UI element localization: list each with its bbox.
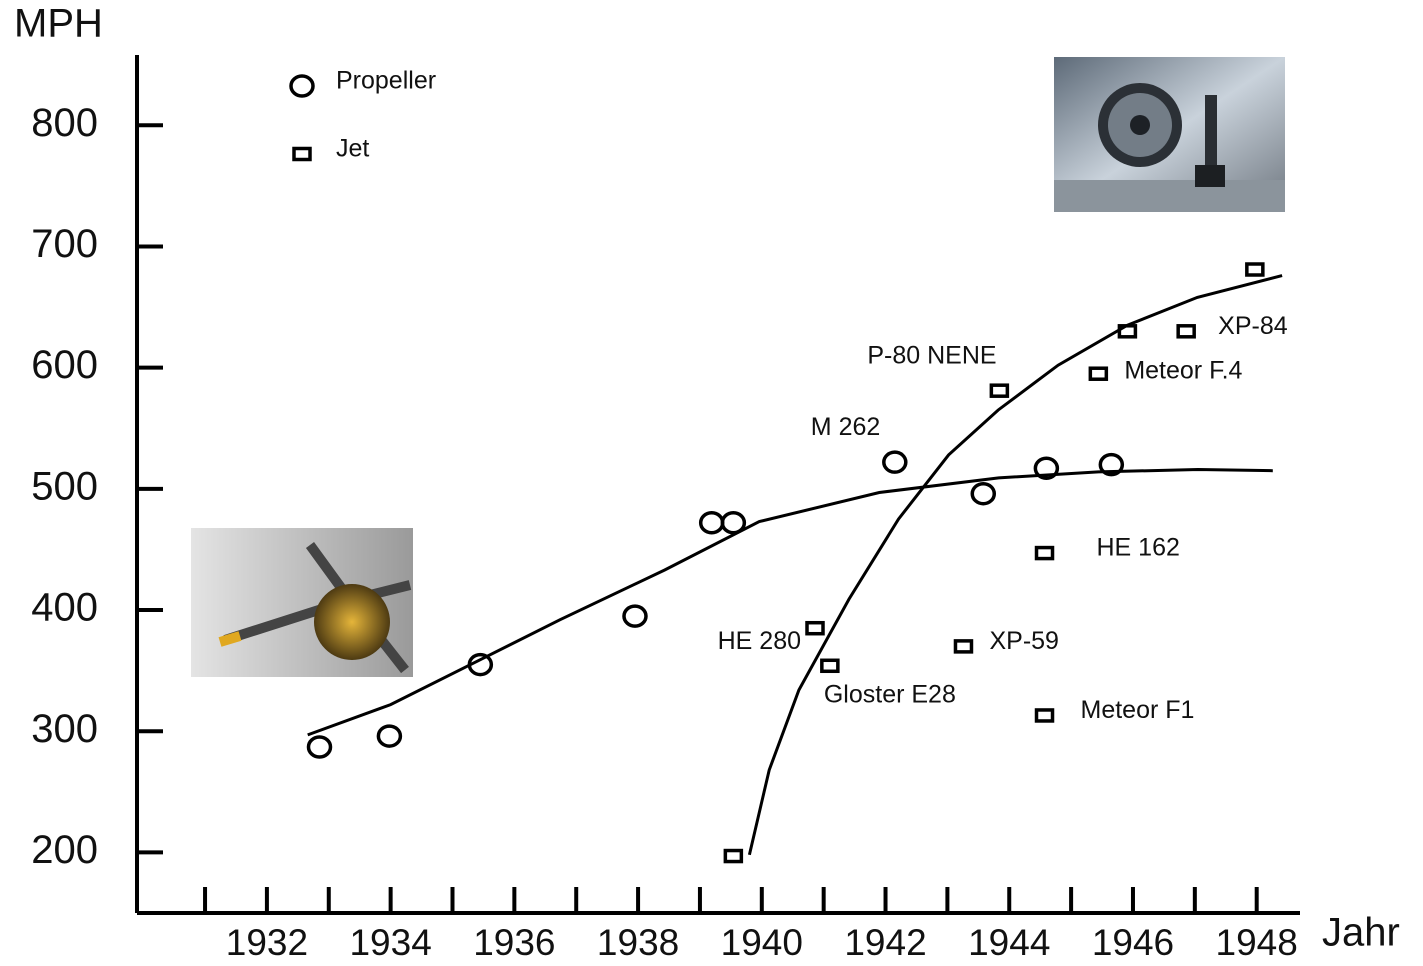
x-axis-title: Jahr	[1322, 911, 1400, 955]
jet-photo	[1054, 57, 1285, 212]
point-label: M 262	[811, 413, 880, 441]
propeller-marker	[308, 737, 330, 757]
legend-label: Propeller	[336, 67, 436, 95]
propeller-marker	[972, 484, 994, 504]
x-tick-label: 1938	[597, 922, 679, 963]
x-tick-label: 1936	[473, 922, 555, 963]
jet-marker	[1119, 326, 1135, 337]
y-tick-label: 300	[31, 707, 98, 751]
y-tick-label: 700	[31, 222, 98, 266]
y-tick-label: 500	[31, 464, 98, 508]
legend-marker	[294, 149, 310, 160]
jet-marker	[991, 385, 1007, 396]
x-tick-label: 1934	[349, 922, 431, 963]
legend-label: Jet	[336, 135, 369, 163]
jet-marker	[807, 623, 823, 634]
propeller-marker	[701, 513, 723, 533]
jet-marker	[1247, 264, 1263, 275]
point-label: P-80 NENE	[867, 341, 996, 369]
propeller-photo	[191, 528, 413, 677]
jet-marker	[1037, 710, 1053, 721]
point-label: HE 162	[1097, 534, 1180, 562]
y-tick-label: 400	[31, 586, 98, 630]
y-axis-title: MPH	[14, 2, 103, 46]
x-tick-label: 1942	[844, 922, 926, 963]
jet-marker	[1090, 368, 1106, 379]
legend-marker	[291, 76, 313, 96]
jet-marker	[1178, 326, 1194, 337]
point-label: Meteor F1	[1081, 696, 1195, 724]
propeller-marker	[378, 726, 400, 746]
propeller-marker	[722, 513, 744, 533]
y-tick-label: 200	[31, 828, 98, 872]
x-tick-label: 1946	[1092, 922, 1174, 963]
point-label: HE 280	[718, 627, 801, 655]
jet-marker	[955, 641, 971, 652]
y-tick-label: 600	[31, 343, 98, 387]
propeller-marker	[884, 452, 906, 472]
point-label: Gloster E28	[824, 680, 956, 708]
jet-marker	[822, 660, 838, 671]
point-label: XP-84	[1218, 312, 1288, 340]
x-tick-label: 1944	[968, 922, 1050, 963]
x-tick-label: 1932	[226, 922, 308, 963]
propeller-marker	[624, 606, 646, 626]
x-tick-label: 1940	[721, 922, 803, 963]
jet-marker	[725, 851, 741, 862]
point-label: Meteor F.4	[1124, 356, 1242, 384]
y-tick-label: 800	[31, 101, 98, 145]
chart: MPH Jahr 200 300 400 500 600 700 800 1932 1934 19…	[0, 0, 1423, 966]
x-tick-label: 1948	[1216, 922, 1298, 963]
point-label: XP-59	[989, 627, 1058, 655]
jet-marker	[1037, 548, 1053, 559]
